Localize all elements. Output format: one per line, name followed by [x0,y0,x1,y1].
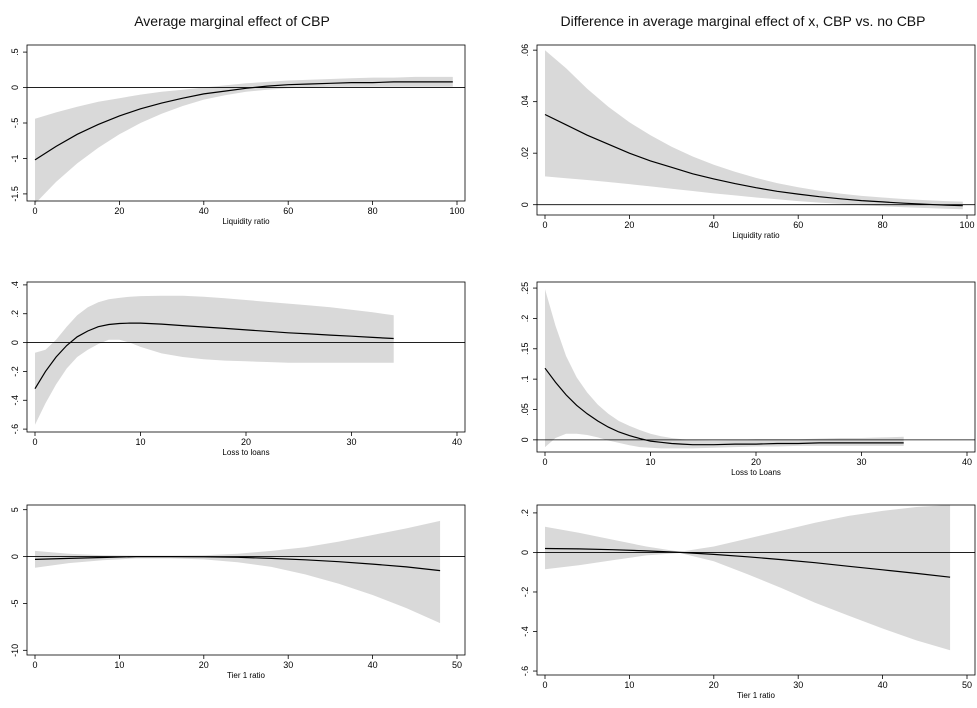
y-tick-label: .2 [520,509,530,517]
estimate-line [544,113,963,207]
y-tick-label: 0 [10,554,20,559]
y-tick-label: .4 [10,281,20,289]
x-tick-label: 0 [32,206,37,216]
y-tick-label: -.4 [520,626,530,637]
y-tick-label: -.4 [10,395,20,406]
x-tick-label: 60 [283,206,293,216]
x-tick-label: 30 [346,437,356,447]
y-tick-label: -10 [10,644,20,657]
x-tick-label: 100 [449,206,464,216]
x-tick-label: 20 [199,660,209,670]
y-tick-label: -5 [10,599,20,607]
x-tick-label: 0 [542,220,547,230]
x-tick-label: 50 [962,680,972,690]
x-tick-label: 20 [709,680,719,690]
y-tick-label: 0 [520,550,530,555]
y-tick-label: .5 [10,48,20,56]
y-tick-label: .2 [10,310,20,318]
x-tick-label: 80 [368,206,378,216]
x-tick-label: 40 [962,457,972,467]
y-tick-label: .04 [520,95,530,108]
confidence-band [35,76,453,204]
panel-4: 0 10 20 30 40 Loss to Loans .25 .2 .15 .1 .05 0 [520,281,976,477]
confidence-band [35,520,441,624]
estimate-line [544,547,951,578]
x-axis-label: Loss to Loans [731,468,781,477]
panel-6: 0 10 20 30 40 50 Tier 1 ratio .2 0 -.2 -.4 -.6 [520,504,976,700]
x-tick-label: 30 [793,680,803,690]
x-axis-label: Liquidity ratio [222,217,270,226]
x-tick-label: 20 [241,437,251,447]
plot-frame [536,44,976,216]
confidence-band [545,289,904,449]
x-tick-label: 80 [878,220,888,230]
y-tick-label: -.6 [520,666,530,677]
y-tick-label: 0 [10,85,20,90]
estimate-line [544,367,904,446]
confidence-band [35,295,394,425]
right-column-title: Difference in average marginal effect of… [560,13,926,29]
confidence-band [545,50,963,210]
plot-frame [536,504,976,676]
x-tick-label: 20 [624,220,634,230]
x-axis-label: Tier 1 ratio [227,671,265,680]
x-tick-label: 10 [114,660,124,670]
left-column-title: Average marginal effect of CBP [134,13,330,29]
y-tick-label: 0 [520,202,530,207]
x-tick-label: 40 [199,206,209,216]
x-axis-label: Tier 1 ratio [737,691,775,700]
x-tick-label: 40 [452,437,462,447]
x-tick-label: 20 [114,206,124,216]
estimate-line [34,81,453,161]
y-tick-label: .06 [520,44,530,57]
panel-1: 0 20 40 60 80 100 Liquidity ratio .5 0 -.5 -1 -1.5 [10,44,466,226]
x-tick-label: 40 [709,220,719,230]
x-tick-label: 10 [624,680,634,690]
y-tick-label: 5 [10,507,20,512]
y-tick-label: -.2 [520,587,530,598]
x-tick-label: 30 [283,660,293,670]
x-axis-label: Loss to loans [222,448,269,457]
confidence-band [545,505,951,651]
x-tick-label: 0 [542,457,547,467]
y-tick-label: 0 [10,340,20,345]
y-tick-label: .02 [520,147,530,160]
y-tick-label: -.2 [10,366,20,377]
x-tick-label: 40 [878,680,888,690]
y-tick-label: .25 [520,282,530,295]
x-tick-label: 10 [135,437,145,447]
x-axis-label: Liquidity ratio [732,231,780,240]
y-tick-label: 0 [520,437,530,442]
y-tick-label: .2 [520,315,530,323]
x-tick-label: 50 [452,660,462,670]
x-tick-label: 100 [959,220,974,230]
y-tick-label: -.6 [10,424,20,435]
estimate-line [34,555,441,572]
panel-2: 0 20 40 60 80 100 Liquidity ratio .06 .04 .02 0 [520,44,976,240]
y-tick-label: .15 [520,343,530,356]
panel-3: 0 10 20 30 40 Loss to loans .4 .2 0 -.2 -.4 -.6 [10,281,466,457]
x-tick-label: 30 [856,457,866,467]
y-tick-label: .1 [520,375,530,383]
x-tick-label: 0 [32,437,37,447]
x-tick-label: 20 [751,457,761,467]
y-tick-label: -1.5 [10,186,20,202]
x-tick-label: 40 [368,660,378,670]
plot-frame [26,504,466,656]
y-tick-label: .05 [520,403,530,416]
y-tick-label: -1 [10,154,20,162]
x-tick-label: 0 [542,680,547,690]
x-tick-label: 10 [645,457,655,467]
x-tick-label: 60 [793,220,803,230]
x-tick-label: 0 [32,660,37,670]
estimate-line [34,322,394,390]
y-tick-label: -.5 [10,118,20,129]
